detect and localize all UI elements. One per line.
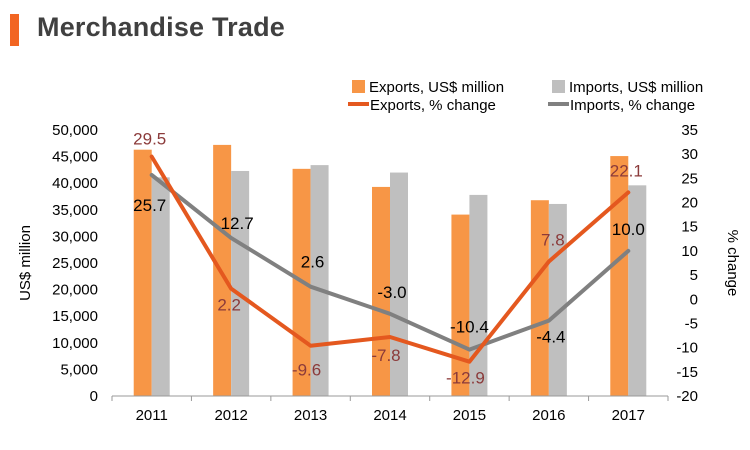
bar-imports <box>469 194 488 396</box>
imports-pct-label: -10.4 <box>450 318 489 337</box>
legend-swatch-bar <box>352 80 365 93</box>
imports-pct-label: 12.7 <box>221 214 254 233</box>
bar-imports <box>151 177 170 396</box>
legend-label: Exports, % change <box>370 97 496 114</box>
y-tick-label: 0 <box>90 388 98 405</box>
data-labels: 29.5 2.2 -9.6 -7.8 -12.9 7.8 22.1 25.7 12.7 2.6 -3… <box>133 130 645 388</box>
legend-label: Exports, US$ million <box>369 79 504 96</box>
header: Merchandise Trade <box>0 0 750 60</box>
y2-tick-label: -5 <box>685 315 698 332</box>
page-title: Merchandise Trade <box>37 12 285 42</box>
bar-exports <box>372 186 390 396</box>
y2-tick-label: 35 <box>681 122 698 139</box>
x-tick-label: 2016 <box>532 407 565 424</box>
bar-exports <box>133 149 152 396</box>
x-tick-label: 2017 <box>612 407 645 424</box>
y2-axis-title: % change <box>724 230 741 297</box>
y2-tick-label: -15 <box>676 364 698 381</box>
legend: Exports, US$ million Imports, US$ million… <box>348 79 703 114</box>
exports-pct-label: -12.9 <box>446 369 485 388</box>
y-tick-label: 10,000 <box>52 335 98 352</box>
bar-exports <box>530 200 549 396</box>
exports-pct-label: 7.8 <box>541 231 565 250</box>
imports-pct-line <box>149 173 631 352</box>
imports-pct-label: 2.6 <box>301 253 325 272</box>
y-tick-label: 25,000 <box>52 255 98 272</box>
x-tick-label: 2011 <box>136 407 168 424</box>
legend-label: Imports, US$ million <box>569 79 703 96</box>
lines <box>149 154 631 364</box>
x-tick-label: 2015 <box>453 407 486 424</box>
legend-swatch-bar <box>552 80 565 93</box>
y-tick-label: 30,000 <box>52 228 98 245</box>
y-tick-label: 5,000 <box>60 361 98 378</box>
y-tick-label: 40,000 <box>52 175 98 192</box>
y2-tick-label: 15 <box>681 219 698 236</box>
y-tick-label: 50,000 <box>52 122 98 139</box>
exports-pct-label: 22.1 <box>610 161 643 180</box>
title-accent-bar <box>10 14 19 46</box>
legend-label: Imports, % change <box>570 97 695 114</box>
x-tick-label: 2012 <box>214 407 247 424</box>
bar-exports <box>451 214 470 396</box>
y2-tick-label: -20 <box>676 388 698 405</box>
y2-tick-label: 20 <box>681 195 698 212</box>
y2-tick-label: 5 <box>690 267 698 284</box>
exports-pct-label: 2.2 <box>217 296 241 315</box>
imports-pct-label: 10.0 <box>612 220 645 239</box>
bar-exports <box>610 156 629 396</box>
y2-tick-label: -10 <box>676 340 698 357</box>
y2-tick-label: 30 <box>681 146 698 163</box>
y2-tick-label: 0 <box>690 291 698 308</box>
imports-pct-label: -3.0 <box>377 283 406 302</box>
y2-tick-label: 10 <box>681 243 698 260</box>
bar-imports <box>628 185 647 396</box>
bar-imports <box>310 165 329 396</box>
y-axis-title: US$ million <box>17 225 34 301</box>
axes: 2011 2012 2013 2014 2015 2016 201705,00010,000… <box>17 122 741 424</box>
x-tick-label: 2014 <box>373 407 406 424</box>
imports-pct-label: -4.4 <box>536 328 565 347</box>
exports-pct-label: -7.8 <box>371 346 400 365</box>
imports-pct-label: 25.7 <box>133 196 166 215</box>
y-tick-label: 20,000 <box>52 282 98 299</box>
exports-pct-line <box>149 154 631 364</box>
exports-pct-label: -9.6 <box>292 361 321 380</box>
y-tick-label: 15,000 <box>52 308 98 325</box>
exports-pct-label: 29.5 <box>133 130 166 149</box>
y2-tick-label: 25 <box>681 170 698 187</box>
x-tick-label: 2013 <box>294 407 327 424</box>
y-tick-label: 35,000 <box>52 202 98 219</box>
bar-imports <box>231 170 250 396</box>
y-tick-label: 45,000 <box>52 149 98 166</box>
